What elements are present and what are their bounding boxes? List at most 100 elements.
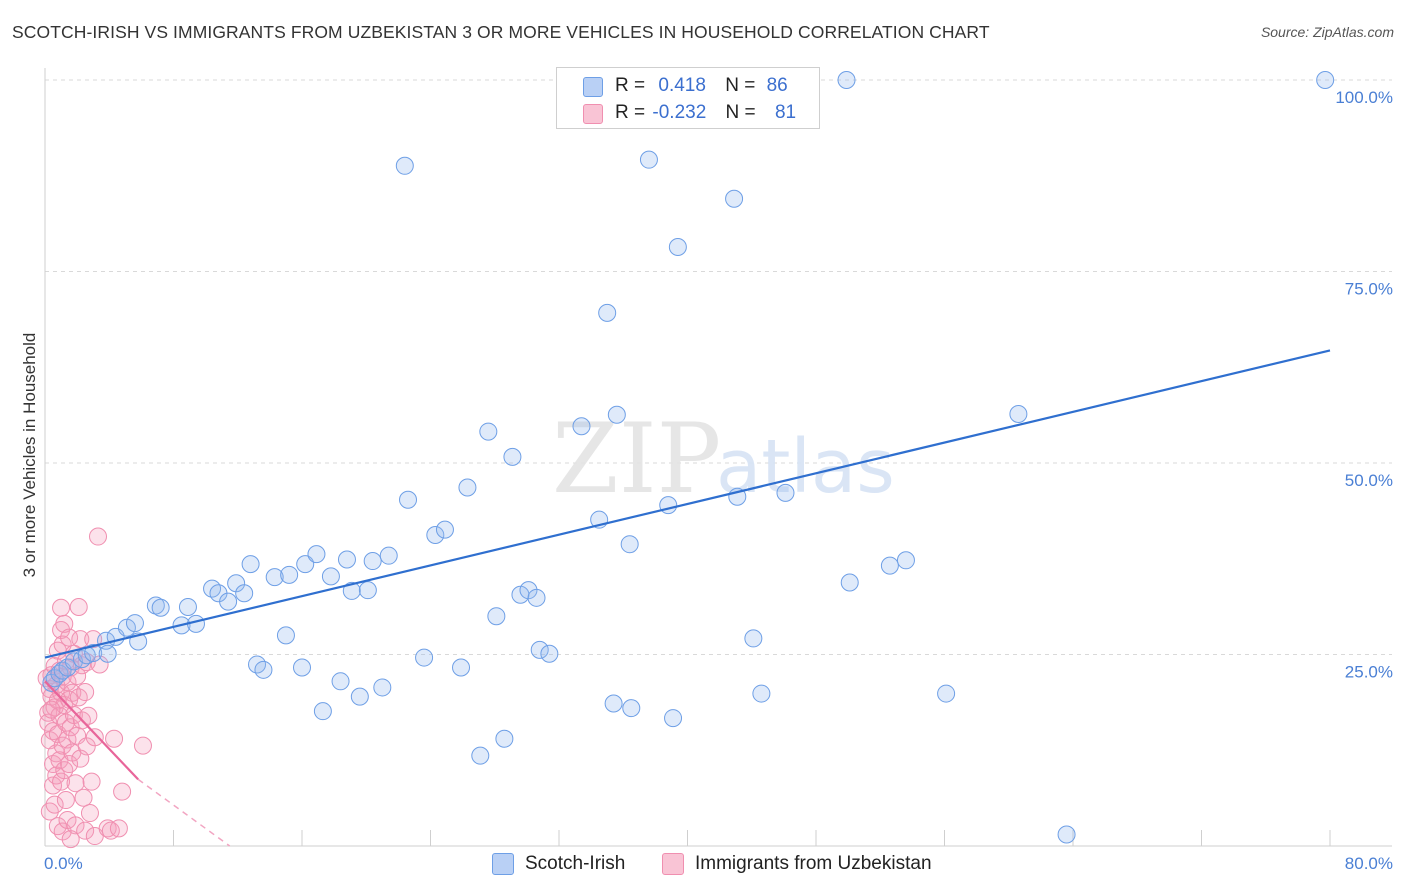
source-label: Source: ZipAtlas.com	[1260, 24, 1394, 40]
scotch-irish-point	[604, 694, 623, 713]
scotch-irish-point	[471, 746, 490, 765]
scotch-irish-point	[358, 581, 377, 600]
scotch-irish-point	[337, 550, 356, 569]
scotch-irish-point	[342, 581, 361, 600]
uzbekistan-point	[69, 598, 88, 617]
trend-lines	[44, 349, 1331, 847]
uzbekistan-point	[79, 706, 98, 725]
scotch-irish-point	[276, 626, 295, 645]
scotch-irish-point	[503, 447, 522, 466]
scotch-irish-point	[598, 303, 617, 322]
uzbekistan-point	[113, 782, 132, 801]
scotch-irish-point	[880, 556, 899, 575]
scotch-irish-point	[452, 658, 471, 677]
scotch-irish-point	[241, 555, 260, 574]
uzbekistan-point	[52, 598, 71, 617]
scotch-irish-point	[752, 684, 771, 703]
uzbekistan-point	[42, 700, 61, 719]
scotch-irish-point	[313, 702, 332, 721]
uzbekistan-point	[61, 830, 80, 849]
scotch-irish-point	[527, 588, 546, 607]
n-label: N =	[725, 75, 756, 96]
scotch-irish-point	[219, 592, 238, 611]
scotch-irish-point	[321, 567, 340, 586]
uzbekistan-trend-line	[44, 680, 139, 781]
uzbekistan-point	[85, 728, 104, 747]
uzbekistan-trend-extension	[137, 778, 231, 847]
scotch-irish-point	[379, 546, 398, 565]
scotch-irish-point	[776, 483, 795, 502]
scotch-irish-point	[435, 520, 454, 539]
scotch-irish-point	[668, 237, 687, 256]
uzbekistan-point	[55, 761, 74, 780]
uzbekistan-point	[63, 683, 82, 702]
uzbekistan-point	[60, 755, 79, 774]
scotch-irish-point	[530, 640, 549, 659]
axes	[44, 68, 1392, 847]
uzbekistan-point	[74, 788, 93, 807]
uzbekistan-point	[53, 736, 72, 755]
tick-labels: 25.0% 50.0% 75.0% 100.0% 0.0% 80.0%	[44, 88, 1393, 873]
legend-label: Immigrants from Uzbekistan	[695, 853, 932, 874]
scotch-irish-point	[363, 552, 382, 571]
scotch-irish-point	[607, 405, 626, 424]
uzbekistan-point	[71, 630, 90, 649]
pink-swatch	[662, 853, 684, 875]
watermark-zip: ZIP	[552, 403, 721, 515]
scotch-irish-point	[178, 598, 197, 617]
r-label: R =	[615, 102, 646, 123]
scotch-irish-point	[840, 573, 859, 592]
scotch-irish-point	[837, 71, 856, 89]
uzbekistan-point	[82, 772, 101, 791]
y-tick-label: 100.0%	[1335, 88, 1393, 107]
scotch-irish-point	[1009, 404, 1028, 423]
uzbekistan-point	[105, 729, 124, 748]
scotch-irish-point	[151, 598, 170, 617]
scotch-irish-point	[426, 526, 445, 545]
uzbekistan-point	[48, 817, 67, 836]
scotch-irish-point	[572, 417, 591, 436]
scotch-irish-point	[125, 614, 144, 633]
scotch-irish-point	[265, 568, 284, 587]
scotch-irish-point	[350, 687, 369, 706]
uzbekistan-point	[133, 736, 152, 755]
scotch-irish-point	[307, 545, 326, 564]
scotch-irish-point	[458, 478, 477, 497]
blue-swatch	[492, 853, 514, 875]
scotch-irish-point	[203, 579, 222, 598]
blue-swatch	[583, 77, 603, 97]
scotch-irish-point	[664, 709, 683, 728]
x-tick-label: 0.0%	[44, 854, 83, 873]
scotch-irish-point	[620, 535, 639, 554]
scotch-irish-point	[146, 596, 165, 615]
scotch-irish-point	[235, 584, 254, 603]
scotch-irish-point	[415, 648, 434, 667]
r-value: 0.418	[658, 75, 706, 96]
scotch-irish-point	[331, 672, 350, 691]
scotch-irish-point	[896, 551, 915, 570]
uzbekistan-point	[84, 630, 103, 649]
pink-swatch	[583, 104, 603, 124]
scotch-irish-point	[399, 490, 418, 509]
y-tick-label: 75.0%	[1345, 280, 1393, 299]
scotch-irish-point	[373, 678, 392, 697]
scotch-irish-point	[622, 699, 641, 718]
series-legend: Scotch-Irish Immigrants from Uzbekistan	[0, 852, 1406, 878]
scotch-irish-point	[725, 189, 744, 208]
uzbekistan-point	[56, 791, 75, 810]
x-tick-label: 80.0%	[1345, 854, 1393, 873]
uzbekistan-point	[76, 683, 95, 702]
r-label: R =	[615, 75, 646, 96]
r-value: -0.232	[652, 102, 707, 123]
y-tick-label: 25.0%	[1345, 663, 1393, 682]
uzbekistan-point	[76, 821, 95, 840]
uzbekistan-point	[80, 804, 99, 823]
scotch-irish-point	[293, 658, 311, 677]
uzbekistan-point	[55, 614, 74, 633]
watermark: ZIP atlas	[552, 403, 895, 515]
n-value: 86	[766, 75, 788, 96]
scotch-irish-trend-line	[44, 349, 1331, 659]
scotch-irish-point	[744, 629, 763, 648]
scotch-irish-point	[98, 644, 117, 663]
